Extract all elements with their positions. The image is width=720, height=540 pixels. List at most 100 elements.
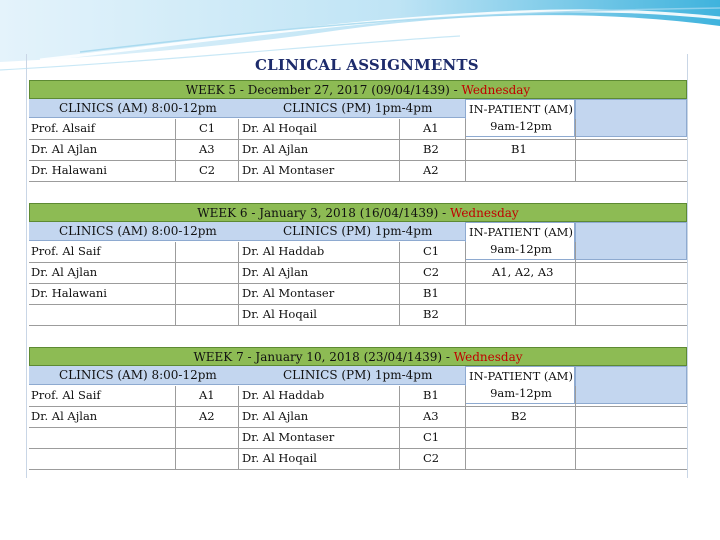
- column-divider: [465, 119, 466, 181]
- pm-code: C2: [423, 265, 440, 279]
- decorative-header-swoosh: [0, 0, 720, 71]
- column-headers: IN-PATIENT (AM) 9am-12pm CLINICS (AM) 8:…: [29, 366, 687, 404]
- column-headers: IN-PATIENT (AM) 9am-12pm CLINICS (AM) 8:…: [29, 222, 687, 260]
- pm-doctor: Dr. Al Haddab: [242, 388, 325, 402]
- inpatient-title: IN-PATIENT (AM): [469, 225, 573, 239]
- pm-code: B2: [423, 307, 439, 321]
- am-doctor: Dr. Halawani: [31, 163, 107, 177]
- pm-code: A3: [423, 409, 439, 423]
- week-day: Wednesday: [453, 350, 523, 364]
- inpatient-time: 9am-12pm: [490, 242, 552, 256]
- column-divider: [238, 119, 239, 181]
- inpatient-title: IN-PATIENT (AM): [469, 369, 573, 383]
- pm-doctor: Dr. Al Montaser: [242, 430, 335, 444]
- week-7-table: WEEK 7 - January 10, 2018 (23/04/1439) -…: [29, 347, 687, 470]
- column-divider: [575, 386, 576, 470]
- pm-doctor: Dr. Al Haddab: [242, 244, 325, 258]
- am-code: A3: [199, 142, 215, 156]
- table-row: Dr. Al Hoqail C2: [29, 449, 687, 470]
- column-divider: [175, 386, 176, 470]
- am-code: A1: [199, 388, 215, 402]
- week-header: WEEK 6 - January 3, 2018 (16/04/1439) - …: [29, 203, 687, 222]
- pm-doctor: Dr. Al Montaser: [242, 163, 335, 177]
- page-title: CLINICAL ASSIGNMENTS: [255, 56, 479, 74]
- am-clinics-header: CLINICS (AM) 8:00-12pm: [59, 101, 217, 115]
- clinics-header-band: [29, 99, 465, 118]
- inpatient-header: IN-PATIENT (AM) 9am-12pm: [465, 99, 575, 137]
- am-doctor: Prof. Al Saif: [31, 388, 101, 402]
- am-doctor: Prof. Alsaif: [31, 121, 95, 135]
- column-divider: [465, 242, 466, 326]
- pm-doctor: Dr. Al Ajlan: [242, 142, 309, 156]
- clinics-header-band: [29, 366, 465, 385]
- week-header: WEEK 7 - January 10, 2018 (23/04/1439) -…: [29, 347, 687, 366]
- am-doctor: Dr. Al Ajlan: [31, 265, 98, 279]
- week-day: Wednesday: [449, 206, 519, 220]
- pm-clinics-header: CLINICS (PM) 1pm-4pm: [283, 224, 433, 238]
- week-header: WEEK 5 - December 27, 2017 (09/04/1439) …: [29, 80, 687, 99]
- column-divider: [175, 242, 176, 326]
- table-row: Dr. Halawani Dr. Al Montaser B1: [29, 284, 687, 305]
- pm-doctor: Dr. Al Hoqail: [242, 307, 317, 321]
- clinics-header-band: [29, 222, 465, 241]
- column-divider: [399, 119, 400, 181]
- pm-code: C1: [423, 244, 440, 258]
- pm-code: C1: [423, 430, 440, 444]
- week-label: WEEK 6 - January 3, 2018 (16/04/1439) -: [197, 206, 447, 220]
- table-row: Dr. Al Hoqail B2: [29, 305, 687, 326]
- column-divider: [399, 242, 400, 326]
- pm-clinics-header: CLINICS (PM) 1pm-4pm: [283, 101, 433, 115]
- pm-doctor: Dr. Al Hoqail: [242, 451, 317, 465]
- inpatient-code: A1, A2, A3: [492, 265, 554, 279]
- pm-doctor: Dr. Al Hoqail: [242, 121, 317, 135]
- am-doctor: Dr. Halawani: [31, 286, 107, 300]
- page-frame-left: [26, 54, 27, 478]
- pm-code: B2: [423, 142, 439, 156]
- pm-code: A2: [423, 163, 439, 177]
- table-row: Prof. Al Saif Dr. Al Haddab C1: [29, 242, 687, 263]
- am-code: C1: [199, 121, 216, 135]
- column-divider: [238, 386, 239, 470]
- column-divider: [175, 119, 176, 181]
- am-doctor: Prof. Al Saif: [31, 244, 101, 258]
- pm-code: B1: [423, 286, 439, 300]
- week-5-table: WEEK 5 - December 27, 2017 (09/04/1439) …: [29, 80, 687, 182]
- table-row: Dr. Al Ajlan Dr. Al Ajlan C2 A1, A2, A3: [29, 263, 687, 284]
- table-row: Dr. Halawani C2 Dr. Al Montaser A2: [29, 161, 687, 182]
- table-row: Prof. Al Saif A1 Dr. Al Haddab B1: [29, 386, 687, 407]
- pm-code: C2: [423, 451, 440, 465]
- am-doctor: Dr. Al Ajlan: [31, 409, 98, 423]
- week-day: Wednesday: [461, 83, 531, 97]
- pm-code: B1: [423, 388, 439, 402]
- pm-clinics-header: CLINICS (PM) 1pm-4pm: [283, 368, 433, 382]
- pm-doctor: Dr. Al Montaser: [242, 286, 335, 300]
- blank-header-cell: [575, 366, 687, 404]
- column-divider: [399, 386, 400, 470]
- pm-doctor: Dr. Al Ajlan: [242, 409, 309, 423]
- table-row: Dr. Al Ajlan A3 Dr. Al Ajlan B2 B1: [29, 140, 687, 161]
- am-clinics-header: CLINICS (AM) 8:00-12pm: [59, 368, 217, 382]
- column-headers: IN-PATIENT (AM) 9am-12pm CLINICS (AM) 8:…: [29, 99, 687, 137]
- column-divider: [575, 119, 576, 181]
- inpatient-title: IN-PATIENT (AM): [469, 102, 573, 116]
- inpatient-code: B1: [511, 142, 527, 156]
- inpatient-header: IN-PATIENT (AM) 9am-12pm: [465, 222, 575, 260]
- inpatient-time: 9am-12pm: [490, 119, 552, 133]
- am-code: A2: [199, 409, 215, 423]
- week-label: WEEK 5 - December 27, 2017 (09/04/1439) …: [185, 83, 458, 97]
- blank-header-cell: [575, 222, 687, 260]
- week-6-table: WEEK 6 - January 3, 2018 (16/04/1439) - …: [29, 203, 687, 326]
- table-row: Dr. Al Montaser C1: [29, 428, 687, 449]
- table-row: Dr. Al Ajlan A2 Dr. Al Ajlan A3 B2: [29, 407, 687, 428]
- column-divider: [238, 242, 239, 326]
- blank-header-cell: [575, 99, 687, 137]
- column-divider: [575, 242, 576, 326]
- am-clinics-header: CLINICS (AM) 8:00-12pm: [59, 224, 217, 238]
- pm-code: A1: [423, 121, 439, 135]
- inpatient-code: B2: [511, 409, 527, 423]
- table-row: Prof. Alsaif C1 Dr. Al Hoqail A1: [29, 119, 687, 140]
- week-label: WEEK 7 - January 10, 2018 (23/04/1439) -: [193, 350, 450, 364]
- inpatient-time: 9am-12pm: [490, 386, 552, 400]
- am-code: C2: [199, 163, 216, 177]
- page-frame-right: [687, 54, 688, 478]
